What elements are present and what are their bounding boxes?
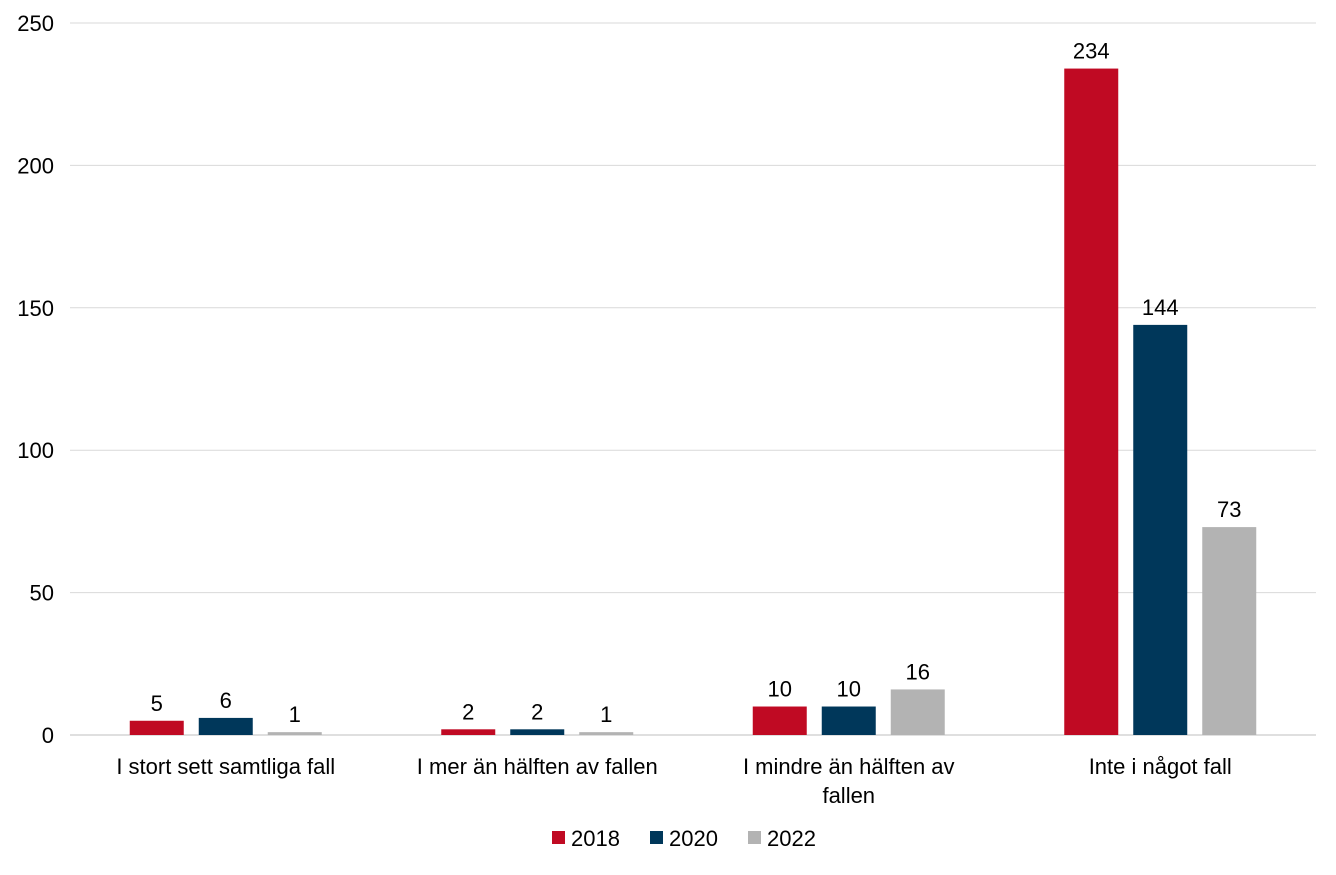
- data-label: 1: [600, 702, 612, 727]
- y-tick-label: 250: [17, 11, 54, 36]
- bar-2018: [129, 720, 184, 735]
- gridlines: [70, 22, 1316, 736]
- bar-2022: [267, 732, 322, 735]
- y-tick-label: 150: [17, 296, 54, 321]
- y-tick-label: 0: [42, 723, 54, 748]
- data-label: 2: [462, 699, 474, 724]
- x-category-label: I stort sett samtliga fall: [116, 754, 335, 779]
- data-label: 144: [1142, 295, 1179, 320]
- bar-2018: [441, 729, 496, 735]
- y-tick-label: 100: [17, 438, 54, 463]
- bar-2022: [890, 689, 945, 735]
- data-label: 234: [1073, 39, 1110, 64]
- legend-item-2018: 2018: [552, 826, 620, 851]
- legend-label: 2018: [571, 826, 620, 851]
- data-label: 6: [220, 688, 232, 713]
- bar-2020: [510, 729, 565, 735]
- data-label: 16: [906, 659, 930, 684]
- legend-label: 2020: [669, 826, 718, 851]
- x-category-label: I mer än hälften av fallen: [417, 754, 658, 779]
- bar-2022: [579, 732, 634, 735]
- data-label: 73: [1217, 497, 1241, 522]
- bar-2018: [752, 706, 807, 735]
- bar-2020: [198, 717, 253, 735]
- legend-item-2020: 2020: [650, 826, 718, 851]
- data-label: 10: [837, 677, 861, 702]
- legend-label: 2022: [767, 826, 816, 851]
- bars: [129, 68, 1257, 736]
- legend: 2018 2020 2022: [552, 826, 816, 851]
- x-axis: I stort sett samtliga fall I mer än hälft…: [116, 754, 1231, 808]
- bar-2020: [1133, 324, 1188, 735]
- data-label: 10: [768, 677, 792, 702]
- bar-2018: [1064, 68, 1119, 736]
- legend-item-2022: 2022: [748, 826, 816, 851]
- legend-swatch: [552, 831, 565, 844]
- legend-swatch: [650, 831, 663, 844]
- legend-swatch: [748, 831, 761, 844]
- y-tick-label: 200: [17, 153, 54, 178]
- x-category-label: Inte i något fall: [1089, 754, 1232, 779]
- data-label: 1: [289, 702, 301, 727]
- y-axis: 0 50 100 150 200 250: [17, 11, 54, 748]
- bar-2020: [821, 706, 876, 735]
- data-label: 5: [151, 691, 163, 716]
- bar-2022: [1202, 527, 1257, 735]
- x-category-label: I mindre än hälften av: [743, 754, 955, 779]
- x-category-label: fallen: [822, 783, 875, 808]
- data-label: 2: [531, 699, 543, 724]
- y-tick-label: 50: [30, 581, 54, 606]
- data-labels: 5 6 1 2 2 1 10 10 16 234 144 73: [151, 39, 1242, 728]
